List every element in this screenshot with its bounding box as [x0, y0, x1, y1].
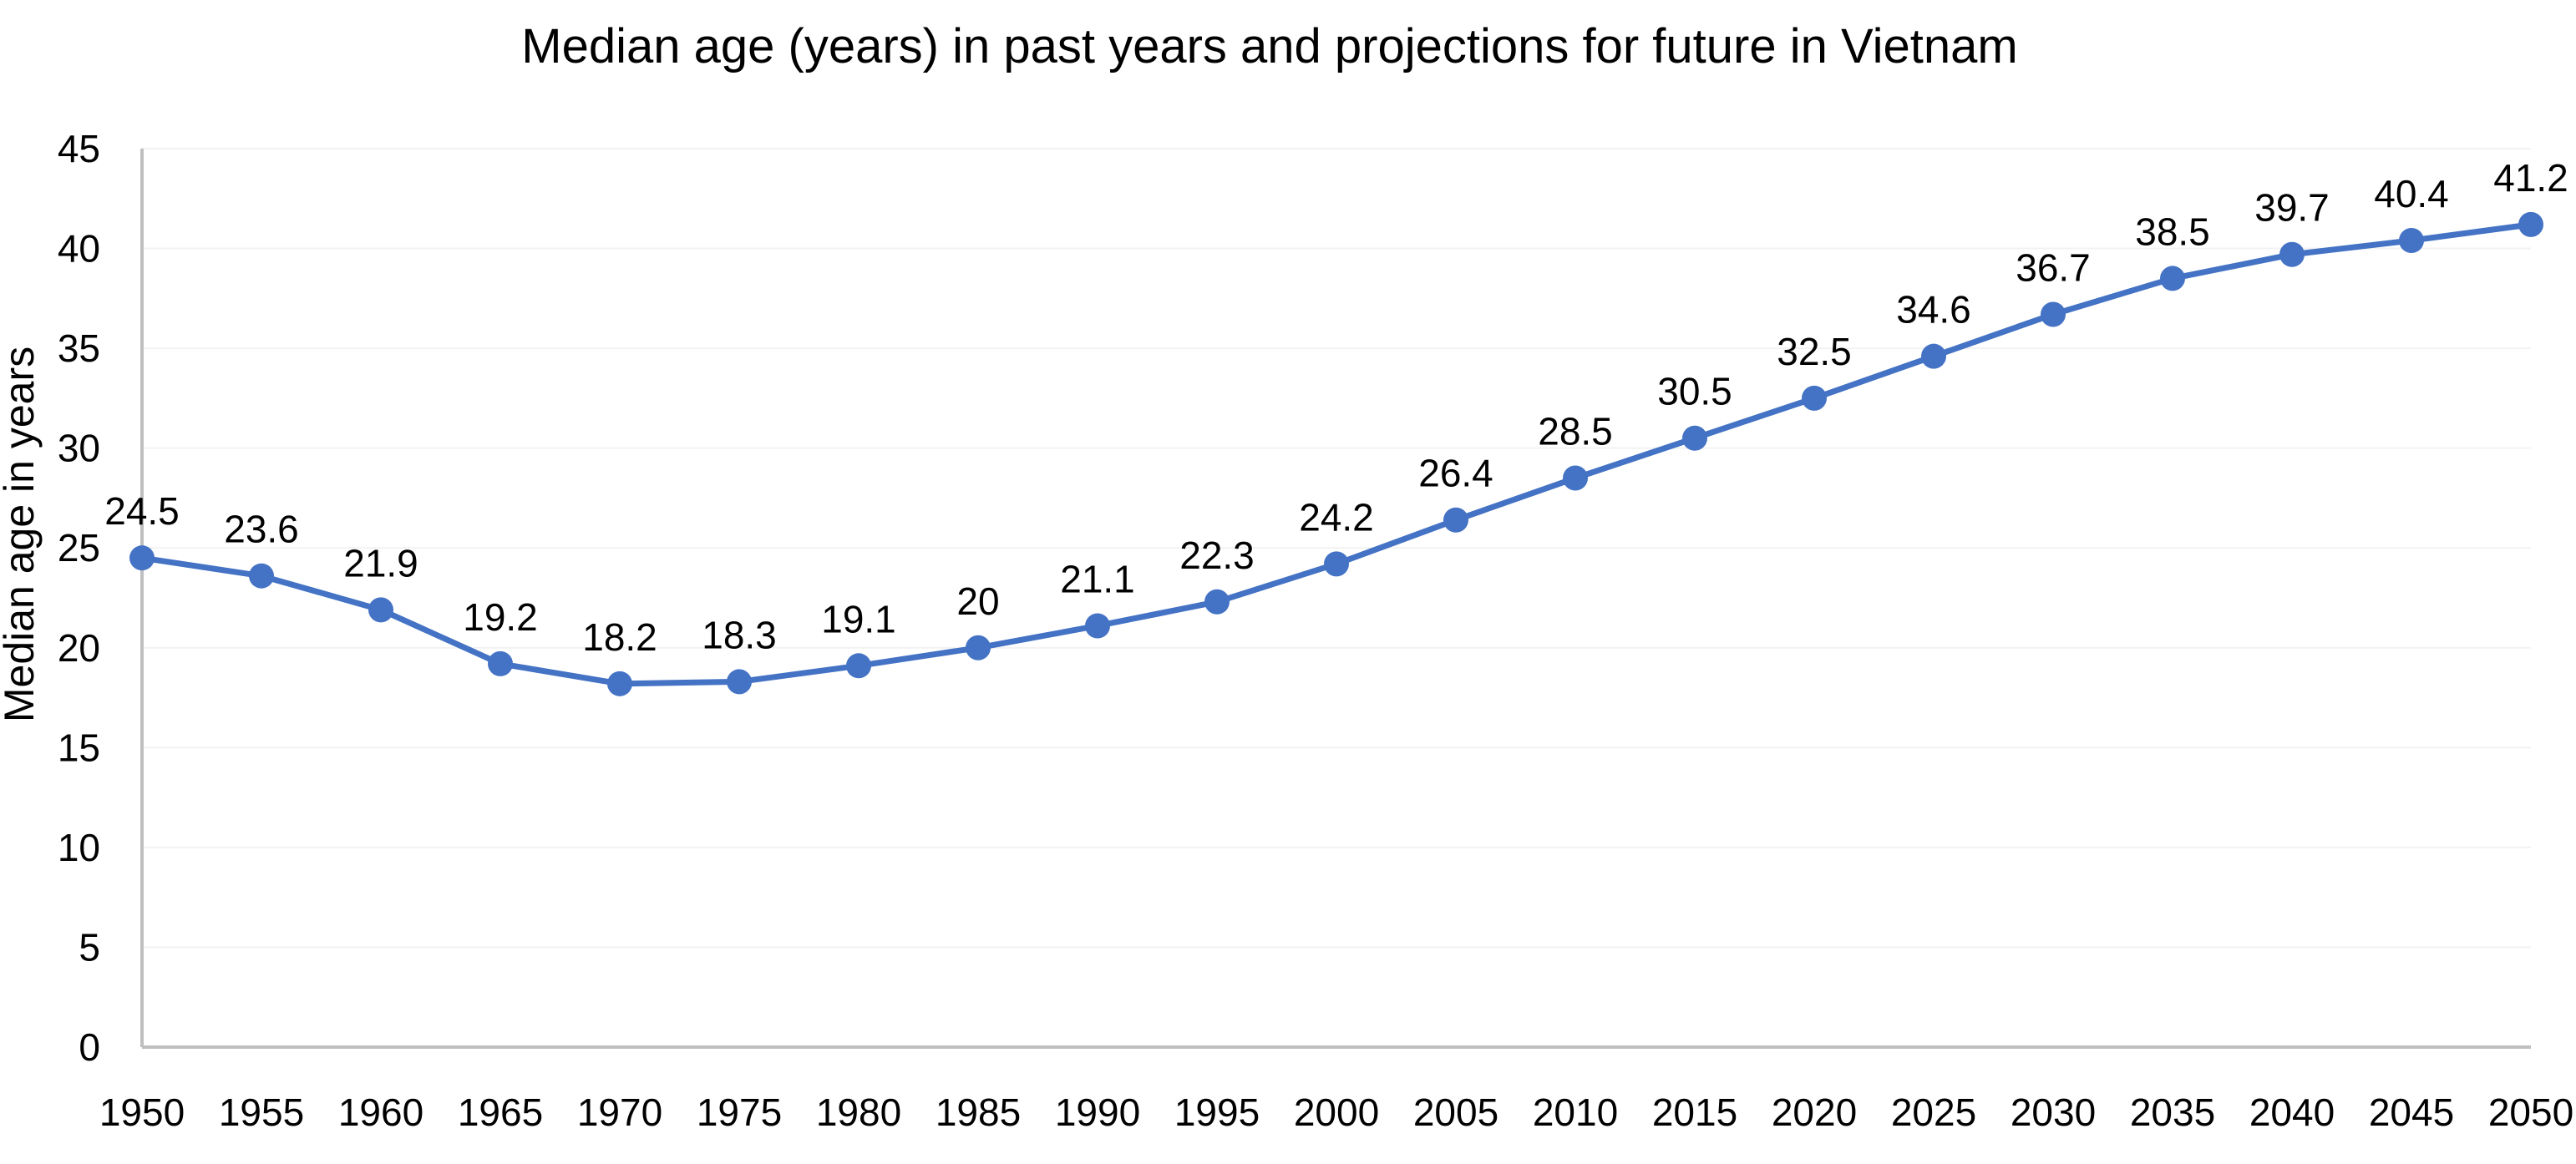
- x-tick-label: 1970: [577, 1091, 662, 1134]
- data-label-1985: 20: [956, 579, 999, 623]
- chart-title: Median age (years) in past years and pro…: [521, 19, 2017, 73]
- y-tick-label: 30: [58, 427, 100, 470]
- x-tick-label: 1985: [936, 1091, 1021, 1134]
- x-tick-label: 1960: [338, 1091, 423, 1134]
- data-label-2015: 30.5: [1657, 370, 1732, 413]
- data-point-2020: [1802, 385, 1827, 411]
- data-point-1950: [129, 545, 155, 571]
- axes: [140, 149, 2531, 1049]
- data-point-2000: [1324, 551, 1349, 577]
- data-label-1980: 19.1: [821, 597, 896, 640]
- data-label-1990: 21.1: [1060, 557, 1135, 600]
- x-tick-label: 2025: [1891, 1091, 1976, 1134]
- data-point-1995: [1204, 589, 1230, 615]
- data-label-2045: 40.4: [2374, 172, 2449, 215]
- data-point-1980: [846, 653, 871, 679]
- data-label-2010: 28.5: [1538, 410, 1613, 453]
- data-label-1975: 18.3: [702, 613, 777, 656]
- x-tick-label: 1965: [458, 1091, 543, 1134]
- y-tick-label: 35: [58, 326, 100, 370]
- x-tick-label: 2010: [1533, 1091, 1618, 1134]
- y-tick-label: 45: [58, 127, 100, 170]
- data-point-1970: [607, 671, 632, 696]
- data-label-1965: 19.2: [463, 595, 538, 639]
- data-point-2030: [2041, 301, 2066, 327]
- data-label-2005: 26.4: [1418, 452, 1493, 495]
- data-label-2025: 34.6: [1896, 288, 1971, 331]
- data-label-1950: 24.5: [104, 489, 180, 533]
- x-tick-label: 2000: [1294, 1091, 1379, 1134]
- data-label-2050: 41.2: [2493, 156, 2568, 200]
- x-tick-label: 1975: [697, 1091, 782, 1134]
- series-median-age: [129, 211, 2543, 696]
- x-tick-label: 1995: [1174, 1091, 1260, 1134]
- data-label-2040: 39.7: [2254, 186, 2330, 230]
- y-tick-label: 5: [79, 925, 100, 969]
- data-label-2030: 36.7: [2016, 245, 2091, 289]
- y-tick-label: 0: [79, 1025, 100, 1069]
- x-tick-label: 2005: [1413, 1091, 1498, 1134]
- data-point-2040: [2279, 241, 2305, 267]
- data-label-2020: 32.5: [1777, 330, 1852, 373]
- x-tick-label: 1955: [219, 1091, 304, 1134]
- data-label-1955: 23.6: [224, 508, 299, 551]
- x-tick-label: 2020: [1772, 1091, 1857, 1134]
- x-tick-label: 2035: [2130, 1091, 2215, 1134]
- x-tick-label: 2040: [2249, 1091, 2335, 1134]
- data-point-2045: [2399, 227, 2424, 253]
- x-tick-label: 2045: [2369, 1091, 2454, 1134]
- data-point-1955: [249, 563, 274, 589]
- data-label-2000: 24.2: [1299, 495, 1374, 539]
- data-point-2025: [1921, 343, 1946, 369]
- data-point-1960: [368, 597, 393, 623]
- x-tick-label: 1990: [1055, 1091, 1140, 1134]
- data-point-1975: [727, 669, 752, 695]
- x-tick-label: 2015: [1652, 1091, 1737, 1134]
- x-tick-labels: 1950 1955 1960 1965 1970 1975 1980 1985 1990 1995…: [99, 1091, 2573, 1134]
- data-point-1965: [488, 650, 513, 676]
- data-point-2050: [2518, 211, 2543, 237]
- data-label-1970: 18.2: [582, 615, 657, 659]
- data-label-1995: 22.3: [1179, 534, 1255, 577]
- data-point-2015: [1682, 425, 1707, 451]
- y-tick-label: 25: [58, 526, 100, 569]
- data-label-1960: 21.9: [343, 541, 418, 585]
- y-tick-label: 40: [58, 227, 100, 271]
- x-tick-label: 2030: [2011, 1091, 2096, 1134]
- y-axis-label: Median age in years: [0, 347, 43, 722]
- y-tick-label: 20: [58, 626, 100, 670]
- data-point-2005: [1443, 507, 1468, 533]
- x-tick-label: 1980: [816, 1091, 901, 1134]
- data-labels: 24.5 23.6 21.9 19.2 18.2 18.3 19.1 20 21.1 22.3 24…: [104, 156, 2568, 659]
- data-point-2010: [1563, 465, 1588, 491]
- data-point-1990: [1085, 613, 1110, 639]
- y-tick-label: 10: [58, 826, 100, 869]
- data-point-2035: [2160, 266, 2185, 291]
- x-tick-label: 1950: [99, 1091, 185, 1134]
- x-tick-label: 2050: [2488, 1091, 2573, 1134]
- data-label-2035: 38.5: [2135, 210, 2210, 253]
- y-tick-label: 15: [58, 726, 100, 769]
- y-tick-labels: 0 5 10 15 20 25 30 35 40 45: [58, 127, 100, 1069]
- gridlines: [142, 148, 2531, 949]
- data-point-1985: [966, 635, 991, 660]
